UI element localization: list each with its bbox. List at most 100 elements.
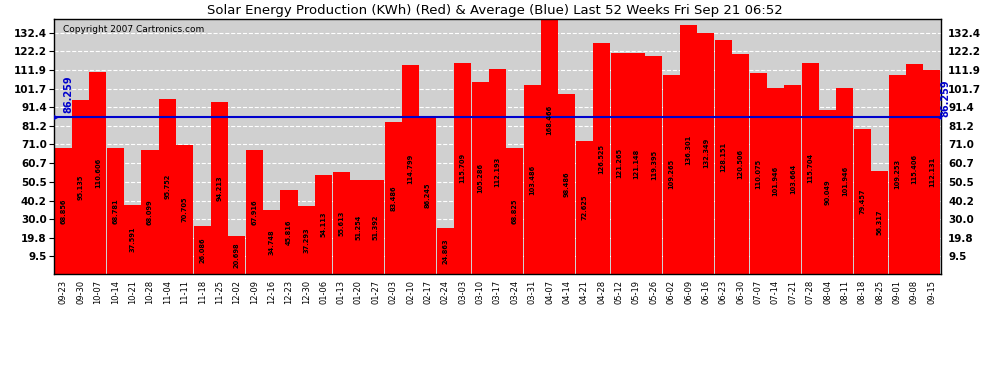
Bar (54, 148, 71, 274)
Text: 79.457: 79.457 (859, 189, 865, 214)
Text: 103.664: 103.664 (790, 164, 796, 195)
Bar (437, 228, 453, 274)
Bar (176, 145, 193, 274)
Text: 132.349: 132.349 (703, 138, 709, 168)
Text: 121.148: 121.148 (634, 148, 640, 178)
Bar (350, 180, 367, 274)
Bar (542, 0, 558, 274)
Text: 20.698: 20.698 (234, 242, 240, 268)
Text: 98.486: 98.486 (564, 171, 570, 197)
Bar (142, 150, 158, 274)
Bar (385, 122, 402, 274)
Bar (715, 40, 732, 274)
Text: 34.748: 34.748 (268, 229, 274, 255)
Bar (662, 75, 680, 274)
Text: 95.752: 95.752 (164, 174, 170, 199)
Text: 136.301: 136.301 (686, 135, 692, 165)
Text: 112.193: 112.193 (494, 156, 501, 187)
Bar (837, 88, 853, 274)
Bar (593, 43, 610, 274)
Bar (871, 171, 888, 274)
Bar (89, 72, 106, 274)
Bar (263, 210, 280, 274)
Bar (645, 56, 662, 274)
Bar (906, 63, 923, 274)
Text: 51.254: 51.254 (355, 214, 361, 240)
Bar (524, 85, 541, 274)
Bar (853, 129, 871, 274)
Bar (333, 172, 349, 274)
Bar (576, 141, 593, 274)
Bar (489, 69, 506, 274)
Text: 128.151: 128.151 (721, 142, 727, 172)
Bar (420, 117, 437, 274)
Text: 56.317: 56.317 (877, 210, 883, 235)
Bar (784, 85, 801, 274)
Bar (471, 82, 489, 274)
Text: 103.486: 103.486 (530, 164, 536, 195)
Text: 115.709: 115.709 (459, 153, 465, 183)
Text: 110.606: 110.606 (95, 158, 101, 188)
Text: 68.856: 68.856 (60, 198, 66, 224)
Text: 68.781: 68.781 (112, 198, 118, 224)
Text: 37.591: 37.591 (130, 227, 136, 252)
Bar (298, 206, 315, 274)
Bar (72, 100, 89, 274)
Text: 101.946: 101.946 (772, 166, 778, 196)
Bar (558, 94, 575, 274)
Text: 86.259: 86.259 (940, 79, 950, 117)
Text: 120.506: 120.506 (738, 149, 743, 179)
Bar (628, 53, 644, 274)
Text: 114.799: 114.799 (408, 154, 414, 184)
Bar (680, 26, 697, 274)
Text: 119.395: 119.395 (650, 150, 656, 180)
Bar (158, 99, 176, 274)
Text: 51.392: 51.392 (373, 214, 379, 240)
Text: 121.265: 121.265 (616, 148, 622, 178)
Text: 109.265: 109.265 (668, 159, 674, 189)
Bar (454, 63, 471, 274)
Text: 26.086: 26.086 (199, 237, 205, 263)
Text: 101.946: 101.946 (842, 166, 848, 196)
Text: 109.253: 109.253 (894, 159, 900, 189)
Bar (124, 205, 142, 274)
Bar (315, 175, 333, 274)
Text: 110.075: 110.075 (755, 159, 761, 189)
Text: 67.916: 67.916 (251, 199, 257, 225)
Text: Solar Energy Production (KWh) (Red) & Average (Blue) Last 52 Weeks Fri Sep 21 06: Solar Energy Production (KWh) (Red) & Av… (207, 4, 783, 17)
Text: 45.816: 45.816 (286, 219, 292, 245)
Bar (611, 53, 628, 274)
Bar (194, 226, 211, 274)
Text: 83.486: 83.486 (390, 185, 396, 210)
Bar (889, 75, 906, 274)
Text: 24.863: 24.863 (443, 238, 448, 264)
Text: 37.293: 37.293 (303, 227, 309, 253)
Text: 72.625: 72.625 (581, 195, 587, 220)
Text: 55.613: 55.613 (339, 210, 345, 236)
Text: 70.705: 70.705 (182, 196, 188, 222)
Text: 115.406: 115.406 (912, 154, 918, 184)
Bar (767, 88, 784, 274)
Bar (506, 148, 524, 274)
Text: 95.135: 95.135 (77, 174, 83, 200)
Bar (819, 110, 837, 274)
Text: 105.286: 105.286 (477, 163, 483, 193)
Text: 86.245: 86.245 (425, 183, 431, 208)
Bar (697, 33, 715, 274)
Bar (802, 63, 819, 274)
Text: 94.213: 94.213 (217, 175, 223, 201)
Text: 112.131: 112.131 (929, 156, 935, 187)
Bar (924, 69, 940, 274)
Bar (733, 54, 749, 274)
Bar (229, 236, 246, 274)
Bar (280, 190, 298, 274)
Bar (211, 102, 228, 274)
Text: 68.825: 68.825 (512, 198, 518, 224)
Text: 90.049: 90.049 (825, 179, 831, 204)
Bar (107, 148, 124, 274)
Text: 54.113: 54.113 (321, 212, 327, 237)
Bar (367, 180, 384, 274)
Text: 86.259: 86.259 (63, 75, 73, 113)
Text: 68.099: 68.099 (147, 199, 153, 225)
Bar (402, 64, 419, 274)
